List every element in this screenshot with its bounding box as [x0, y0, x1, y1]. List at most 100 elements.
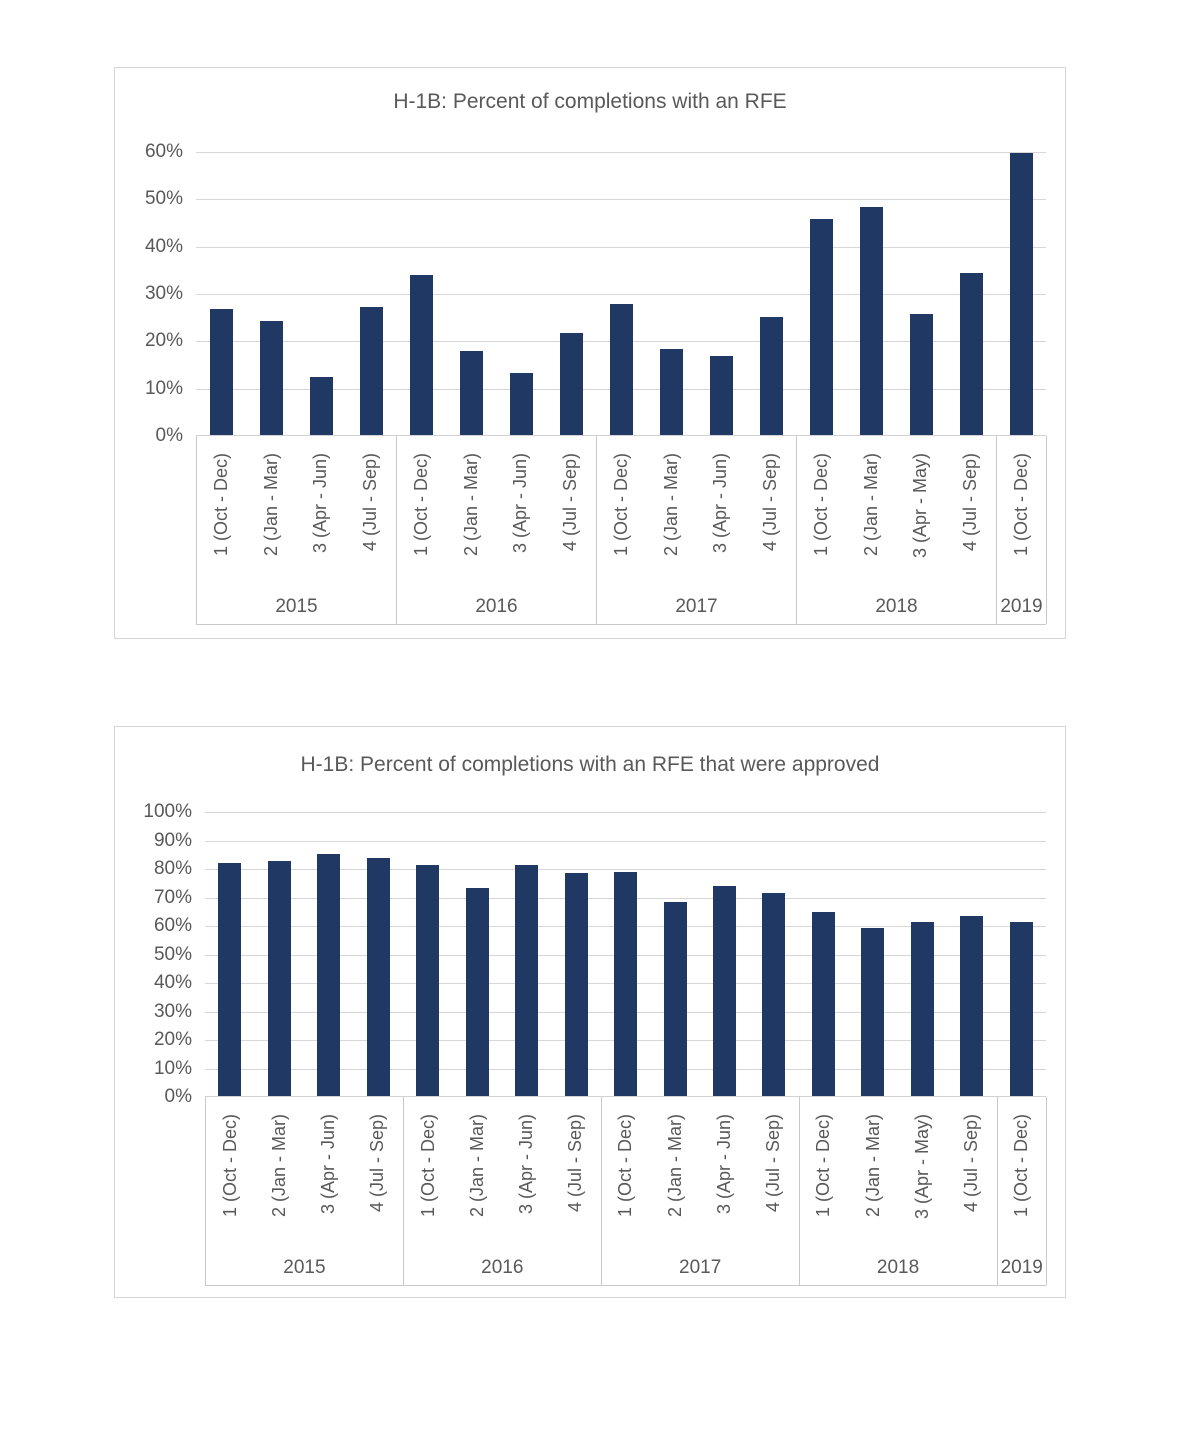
quarter-label-row: 1 (Oct - Dec) 2 (Jan - Mar) 3 (Apr - Jun) 4… — [597, 436, 796, 589]
x-category-cell: 2 (Jan - Mar) — [255, 1097, 304, 1250]
y-axis-tick-label: 100% — [143, 801, 192, 822]
x-quarter-label: 1 (Oct - Dec) — [210, 453, 231, 557]
x-quarter-label: 4 (Jul - Sep) — [960, 453, 981, 552]
x-year-label: 2015 — [275, 595, 318, 617]
x-quarter-label: 1 (Oct - Dec) — [410, 453, 431, 557]
x-year-label: 2018 — [875, 595, 918, 617]
chart-title: H-1B: Percent of completions with an RFE… — [300, 753, 880, 776]
bar — [859, 207, 883, 435]
x-quarter-label: 2 (Jan - Mar) — [664, 1114, 685, 1218]
gridline — [196, 294, 1046, 295]
bar — [709, 355, 733, 435]
x-category-cell: 4 (Jul - Sep) — [546, 436, 596, 589]
year-group: 1 (Oct - Dec) 2 (Jan - Mar) 3 (Apr - Jun) 4… — [397, 436, 597, 624]
x-year-label: 2018 — [876, 1256, 920, 1278]
bar — [259, 320, 283, 435]
x-quarter-label: 1 (Oct - Dec) — [1010, 453, 1031, 557]
x-category-cell: 1 (Oct - Dec) — [602, 1097, 651, 1250]
x-year-label: 2017 — [679, 1256, 722, 1278]
y-axis-tick-label: 40% — [144, 235, 183, 257]
x-category-cell: 2 (Jan - Mar) — [847, 436, 897, 589]
bar — [861, 927, 885, 1096]
y-axis-tick-label: 10% — [153, 1057, 192, 1079]
gridline — [196, 246, 1046, 248]
x-category-cell: 1 (Oct - Dec) — [206, 1097, 255, 1250]
quarter-label-row: 1 (Oct - Dec) — [998, 1097, 1046, 1250]
x-quarter-label: 4 (Jul - Sep) — [760, 453, 781, 552]
x-category-cell: 4 (Jul - Sep) — [746, 436, 796, 589]
x-quarter-label: 3 (Apr - Jun) — [713, 1114, 734, 1215]
bar — [317, 853, 341, 1096]
gridline — [205, 812, 1046, 813]
x-category-cell: 3 (Apr - Jun) — [697, 436, 747, 589]
x-category-cell: 1 (Oct - Dec) — [597, 436, 647, 589]
x-quarter-label: 3 (Apr - May) — [910, 453, 931, 559]
bar — [1009, 921, 1033, 1096]
x-category-cell: 2 (Jan - Mar) — [647, 436, 697, 589]
gridline — [196, 152, 1046, 153]
year-group: 1 (Oct - Dec) 2 (Jan - Mar) 3 (Apr - May) 4… — [800, 1097, 998, 1285]
x-category-cell: 4 (Jul - Sep) — [552, 1097, 601, 1250]
y-axis-tick-label: 20% — [153, 1029, 192, 1050]
x-quarter-label: 3 (Apr - Jun) — [310, 453, 331, 554]
y-axis-tick-label: 50% — [153, 943, 192, 965]
bar — [209, 309, 233, 435]
x-quarter-label: 4 (Jul - Sep) — [565, 1114, 586, 1213]
x-quarter-label: 4 (Jul - Sep) — [360, 453, 381, 552]
y-axis-tick-label: 60% — [153, 915, 192, 936]
x-category-cell: 3 (Apr - Jun) — [497, 436, 547, 589]
y-axis-tick-label: 20% — [144, 330, 183, 352]
bar — [712, 885, 736, 1096]
y-axis-tick-label: 10% — [144, 377, 183, 399]
x-year-label: 2019 — [1000, 595, 1043, 617]
bar — [559, 332, 583, 435]
bar — [609, 304, 633, 435]
x-quarter-label: 3 (Apr - May) — [911, 1114, 932, 1220]
bar — [910, 921, 934, 1096]
bar — [218, 863, 242, 1096]
y-axis-tick-label: 30% — [144, 283, 183, 304]
x-quarter-label: 2 (Jan - Mar) — [260, 453, 281, 557]
x-year-label: 2016 — [475, 595, 518, 617]
x-quarter-label: 1 (Oct - Dec) — [417, 1114, 438, 1218]
x-quarter-label: 2 (Jan - Mar) — [466, 1114, 487, 1218]
y-axis-tick-label: 60% — [144, 141, 183, 162]
x-quarter-label: 2 (Jan - Mar) — [460, 453, 481, 557]
x-category-cell: 1 (Oct - Dec) — [797, 436, 847, 589]
year-group: 1 (Oct - Dec) 2 (Jan - Mar) 3 (Apr - Jun) 4… — [206, 1097, 404, 1285]
x-category-cell: 4 (Jul - Sep) — [946, 436, 996, 589]
x-category-cell: 1 (Oct - Dec) — [397, 436, 447, 589]
y-axis-tick-label: 70% — [153, 886, 192, 908]
year-group: 1 (Oct - Dec) 2019 — [998, 1097, 1047, 1285]
bar — [564, 873, 588, 1096]
x-quarter-label: 4 (Jul - Sep) — [763, 1114, 784, 1213]
x-category-cell: 1 (Oct - Dec) — [800, 1097, 849, 1250]
x-quarter-label: 3 (Apr - Jun) — [510, 453, 531, 554]
x-axis: 1 (Oct - Dec) 2 (Jan - Mar) 3 (Apr - Jun) 4… — [196, 436, 1047, 625]
bar — [659, 349, 683, 435]
x-category-cell: 3 (Apr - Jun) — [297, 436, 347, 589]
quarter-label-row: 1 (Oct - Dec) 2 (Jan - Mar) 3 (Apr - May) 4… — [800, 1097, 997, 1250]
y-axis-tick-label: 0% — [164, 1086, 192, 1107]
x-category-cell: 1 (Oct - Dec) — [998, 1097, 1046, 1250]
y-axis-tick-label: 90% — [153, 829, 192, 851]
x-quarter-label: 1 (Oct - Dec) — [610, 453, 631, 557]
y-axis-tick-label: 40% — [153, 972, 192, 993]
x-quarter-label: 3 (Apr - Jun) — [318, 1114, 339, 1215]
x-quarter-label: 1 (Oct - Dec) — [219, 1114, 240, 1218]
quarter-label-row: 1 (Oct - Dec) 2 (Jan - Mar) 3 (Apr - Jun) 4… — [397, 436, 596, 589]
bar — [809, 219, 833, 435]
gridline — [205, 869, 1046, 870]
x-category-cell: 2 (Jan - Mar) — [247, 436, 297, 589]
x-category-cell: 1 (Oct - Dec) — [997, 436, 1046, 589]
x-quarter-label: 2 (Jan - Mar) — [860, 453, 881, 557]
x-quarter-label: 1 (Oct - Dec) — [810, 453, 831, 557]
bar — [267, 861, 291, 1096]
x-category-cell: 3 (Apr - Jun) — [502, 1097, 551, 1250]
bar — [614, 871, 637, 1096]
bar — [515, 865, 539, 1096]
bar — [309, 376, 333, 435]
bar — [459, 350, 483, 435]
bar — [416, 865, 440, 1096]
